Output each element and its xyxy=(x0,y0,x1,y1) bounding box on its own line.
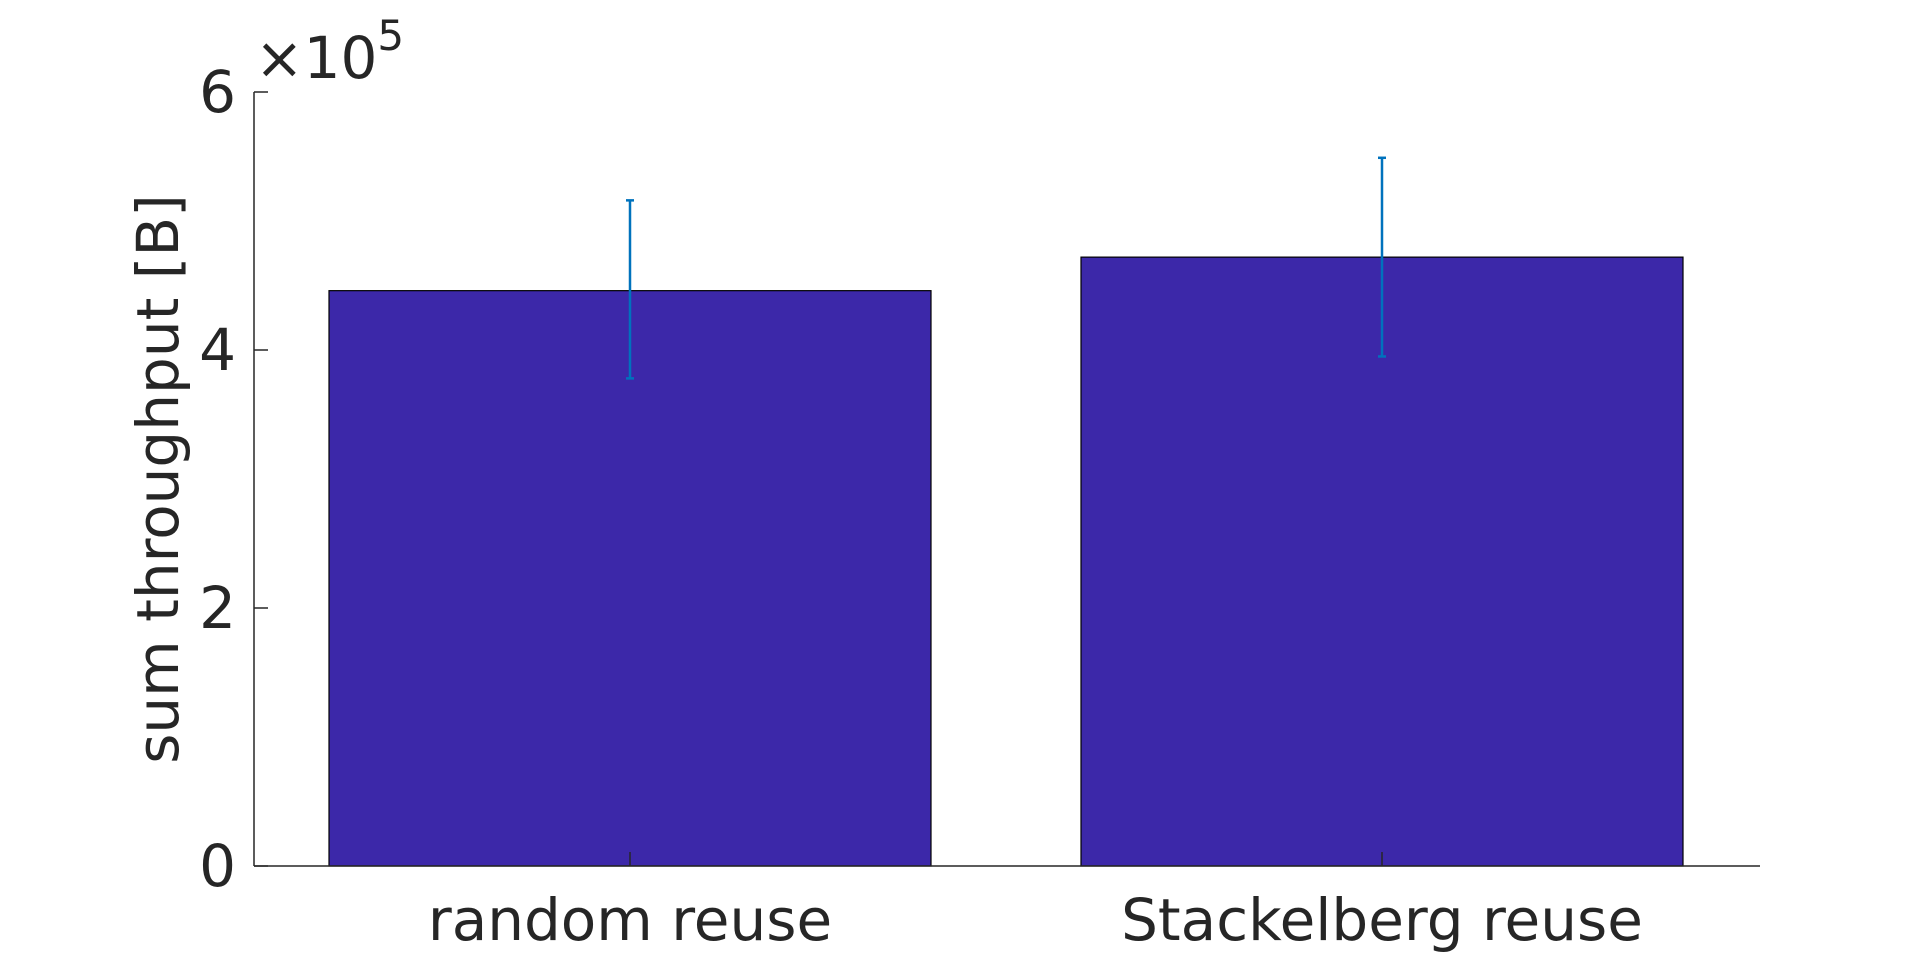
error-bars xyxy=(626,156,1386,380)
error-bar-1 xyxy=(1378,156,1386,358)
y-ticks: 0 2 4 6 xyxy=(199,58,268,900)
y-tick-label: 6 xyxy=(199,58,236,126)
bar-1 xyxy=(1080,256,1684,867)
y-multiplier-exponent: 5 xyxy=(377,11,404,60)
y-axis-label: sum throughput [B] xyxy=(124,194,192,764)
x-tick-label: Stackelberg reuse xyxy=(1121,886,1643,954)
x-tick-label: random reuse xyxy=(428,886,832,954)
bars xyxy=(328,256,1684,867)
y-multiplier-base: ×10 xyxy=(255,24,377,92)
y-tick-label: 2 xyxy=(199,574,236,642)
error-bar-0 xyxy=(626,199,634,380)
y-tick-label: 4 xyxy=(199,316,236,384)
y-tick-label: 0 xyxy=(199,832,236,900)
y-axis-multiplier: ×105 xyxy=(255,11,404,92)
x-tick-labels: random reuse Stackelberg reuse xyxy=(428,852,1643,954)
axes xyxy=(253,92,1760,867)
bar-0 xyxy=(328,290,932,867)
